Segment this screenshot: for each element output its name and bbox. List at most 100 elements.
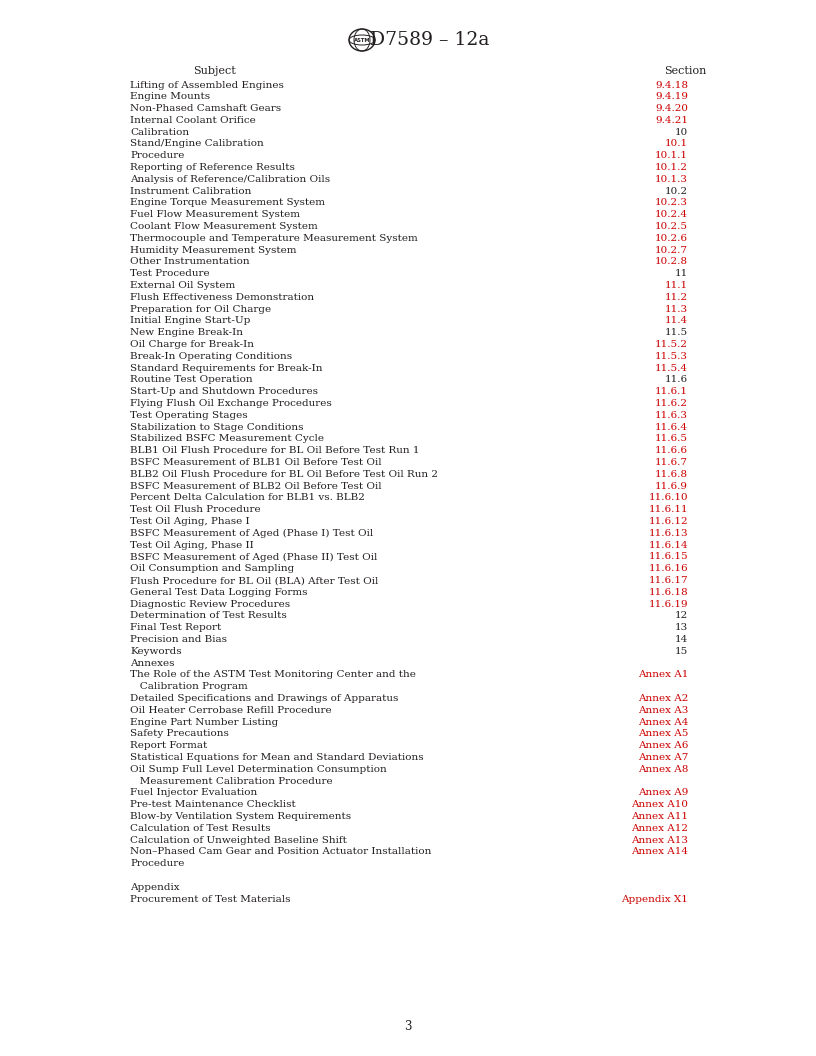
Text: 10.2.5: 10.2.5 — [655, 222, 688, 231]
Text: 3: 3 — [404, 1019, 412, 1033]
Text: 10.2.3: 10.2.3 — [655, 199, 688, 207]
Text: Annex A11: Annex A11 — [631, 812, 688, 822]
Text: BLB1 Oil Flush Procedure for BL Oil Before Test Run 1: BLB1 Oil Flush Procedure for BL Oil Befo… — [130, 447, 419, 455]
Text: 14: 14 — [675, 635, 688, 644]
Text: 10.2.8: 10.2.8 — [655, 258, 688, 266]
Text: Engine Torque Measurement System: Engine Torque Measurement System — [130, 199, 325, 207]
Text: 11.6.4: 11.6.4 — [655, 422, 688, 432]
Text: 11.6.13: 11.6.13 — [649, 529, 688, 538]
Text: BSFC Measurement of Aged (Phase II) Test Oil: BSFC Measurement of Aged (Phase II) Test… — [130, 552, 377, 562]
Text: Annex A4: Annex A4 — [637, 718, 688, 727]
Text: BSFC Measurement of Aged (Phase I) Test Oil: BSFC Measurement of Aged (Phase I) Test … — [130, 529, 373, 538]
Text: 11.6.11: 11.6.11 — [649, 506, 688, 514]
Text: 11.3: 11.3 — [665, 305, 688, 314]
Text: Engine Part Number Listing: Engine Part Number Listing — [130, 718, 278, 727]
Text: Annex A6: Annex A6 — [637, 741, 688, 751]
Text: 10.2.4: 10.2.4 — [655, 210, 688, 220]
Text: Other Instrumentation: Other Instrumentation — [130, 258, 250, 266]
Text: 11.6: 11.6 — [665, 376, 688, 384]
Text: Procurement of Test Materials: Procurement of Test Materials — [130, 894, 290, 904]
Text: Calculation of Test Results: Calculation of Test Results — [130, 824, 270, 833]
Text: Annex A2: Annex A2 — [637, 694, 688, 703]
Text: 9.4.21: 9.4.21 — [655, 116, 688, 125]
Text: Percent Delta Calculation for BLB1 vs. BLB2: Percent Delta Calculation for BLB1 vs. B… — [130, 493, 365, 503]
Text: 10.1.1: 10.1.1 — [655, 151, 688, 161]
Text: Oil Charge for Break-In: Oil Charge for Break-In — [130, 340, 254, 350]
Text: 11.4: 11.4 — [665, 317, 688, 325]
Text: Coolant Flow Measurement System: Coolant Flow Measurement System — [130, 222, 317, 231]
Text: New Engine Break-In: New Engine Break-In — [130, 328, 243, 337]
Text: Calibration Program: Calibration Program — [130, 682, 248, 692]
Text: General Test Data Logging Forms: General Test Data Logging Forms — [130, 588, 308, 597]
Text: 11.6.19: 11.6.19 — [649, 600, 688, 608]
Text: Flush Procedure for BL Oil (BLA) After Test Oil: Flush Procedure for BL Oil (BLA) After T… — [130, 577, 379, 585]
Text: 11.6.18: 11.6.18 — [649, 588, 688, 597]
Text: Calibration: Calibration — [130, 128, 189, 136]
Text: Flush Effectiveness Demonstration: Flush Effectiveness Demonstration — [130, 293, 314, 302]
Text: Preparation for Oil Charge: Preparation for Oil Charge — [130, 305, 271, 314]
Text: Appendix: Appendix — [130, 883, 180, 892]
Text: Measurement Calibration Procedure: Measurement Calibration Procedure — [130, 777, 333, 786]
Text: Annex A12: Annex A12 — [631, 824, 688, 833]
Text: Calculation of Unweighted Baseline Shift: Calculation of Unweighted Baseline Shift — [130, 835, 347, 845]
Text: Appendix X1: Appendix X1 — [621, 894, 688, 904]
Text: Initial Engine Start-Up: Initial Engine Start-Up — [130, 317, 251, 325]
Text: 11.6.1: 11.6.1 — [655, 388, 688, 396]
Text: Test Oil Aging, Phase II: Test Oil Aging, Phase II — [130, 541, 254, 550]
Text: 11.6.16: 11.6.16 — [649, 564, 688, 573]
Text: Annex A9: Annex A9 — [637, 789, 688, 797]
Text: Non–Phased Cam Gear and Position Actuator Installation: Non–Phased Cam Gear and Position Actuato… — [130, 848, 432, 856]
Text: Procedure: Procedure — [130, 860, 184, 868]
Text: Oil Consumption and Sampling: Oil Consumption and Sampling — [130, 564, 295, 573]
Text: 11.1: 11.1 — [665, 281, 688, 290]
Text: Oil Heater Cerrobase Refill Procedure: Oil Heater Cerrobase Refill Procedure — [130, 705, 331, 715]
Text: Break-In Operating Conditions: Break-In Operating Conditions — [130, 352, 292, 361]
Text: 11.2: 11.2 — [665, 293, 688, 302]
Text: Safety Precautions: Safety Precautions — [130, 730, 228, 738]
Text: Annex A14: Annex A14 — [631, 848, 688, 856]
Text: 10.1.3: 10.1.3 — [655, 175, 688, 184]
Text: Annex A13: Annex A13 — [631, 835, 688, 845]
Text: 9.4.20: 9.4.20 — [655, 105, 688, 113]
Text: 13: 13 — [675, 623, 688, 633]
Text: The Role of the ASTM Test Monitoring Center and the: The Role of the ASTM Test Monitoring Cen… — [130, 671, 416, 679]
Text: 11.6.7: 11.6.7 — [655, 458, 688, 467]
Text: Non-Phased Camshaft Gears: Non-Phased Camshaft Gears — [130, 105, 282, 113]
Text: 11.6.17: 11.6.17 — [649, 577, 688, 585]
Text: 11.6.14: 11.6.14 — [649, 541, 688, 550]
Text: Diagnostic Review Procedures: Diagnostic Review Procedures — [130, 600, 290, 608]
Text: Reporting of Reference Results: Reporting of Reference Results — [130, 163, 295, 172]
Text: 11.6.10: 11.6.10 — [649, 493, 688, 503]
Text: 15: 15 — [675, 647, 688, 656]
Text: Annex A8: Annex A8 — [637, 765, 688, 774]
Text: Test Oil Aging, Phase I: Test Oil Aging, Phase I — [130, 517, 250, 526]
Text: Statistical Equations for Mean and Standard Deviations: Statistical Equations for Mean and Stand… — [130, 753, 424, 762]
Text: BSFC Measurement of BLB1 Oil Before Test Oil: BSFC Measurement of BLB1 Oil Before Test… — [130, 458, 382, 467]
Text: Oil Sump Full Level Determination Consumption: Oil Sump Full Level Determination Consum… — [130, 765, 387, 774]
Text: Fuel Injector Evaluation: Fuel Injector Evaluation — [130, 789, 257, 797]
Text: 10.2.6: 10.2.6 — [655, 233, 688, 243]
Text: 11.5.2: 11.5.2 — [655, 340, 688, 350]
Text: Instrument Calibration: Instrument Calibration — [130, 187, 251, 195]
Text: 11.6.12: 11.6.12 — [649, 517, 688, 526]
Text: 11.5.3: 11.5.3 — [655, 352, 688, 361]
Text: ASTM: ASTM — [353, 38, 370, 42]
Text: Blow-by Ventilation System Requirements: Blow-by Ventilation System Requirements — [130, 812, 351, 822]
Text: BLB2 Oil Flush Procedure for BL Oil Before Test Oil Run 2: BLB2 Oil Flush Procedure for BL Oil Befo… — [130, 470, 438, 479]
Text: Test Procedure: Test Procedure — [130, 269, 210, 279]
Text: Start-Up and Shutdown Procedures: Start-Up and Shutdown Procedures — [130, 388, 318, 396]
Text: External Oil System: External Oil System — [130, 281, 235, 290]
Text: Final Test Report: Final Test Report — [130, 623, 221, 633]
Text: Stabilized BSFC Measurement Cycle: Stabilized BSFC Measurement Cycle — [130, 434, 324, 444]
Text: Stabilization to Stage Conditions: Stabilization to Stage Conditions — [130, 422, 304, 432]
Text: Annex A5: Annex A5 — [637, 730, 688, 738]
Text: 11.6.9: 11.6.9 — [655, 482, 688, 491]
Text: BSFC Measurement of BLB2 Oil Before Test Oil: BSFC Measurement of BLB2 Oil Before Test… — [130, 482, 382, 491]
Text: Fuel Flow Measurement System: Fuel Flow Measurement System — [130, 210, 300, 220]
Text: 10.2: 10.2 — [665, 187, 688, 195]
Text: Flying Flush Oil Exchange Procedures: Flying Flush Oil Exchange Procedures — [130, 399, 332, 408]
Text: Annex A7: Annex A7 — [637, 753, 688, 762]
Text: Engine Mounts: Engine Mounts — [130, 92, 211, 101]
Text: 11.6.5: 11.6.5 — [655, 434, 688, 444]
Text: 11.6.6: 11.6.6 — [655, 447, 688, 455]
